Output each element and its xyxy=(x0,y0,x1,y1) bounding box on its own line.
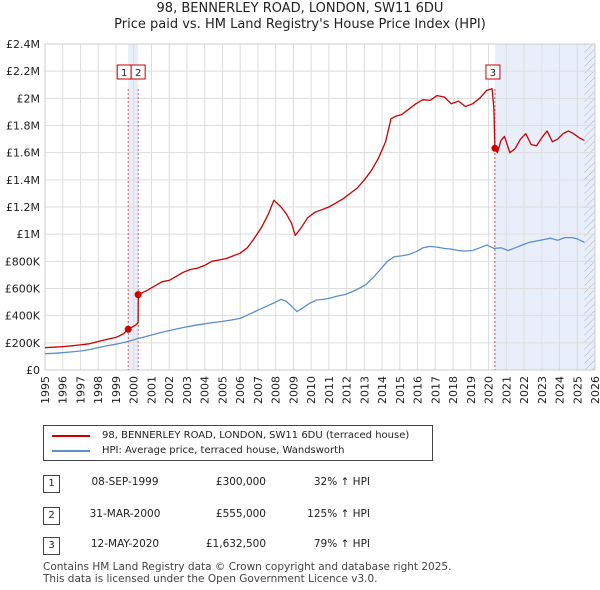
x-tick-label: 2025 xyxy=(571,376,584,404)
x-tick-label: 2000 xyxy=(128,376,141,404)
sale-marker-label: 1 xyxy=(121,68,127,79)
x-tick-label: 2017 xyxy=(429,376,442,404)
x-tick-label: 2007 xyxy=(252,376,265,404)
x-tick-label: 1999 xyxy=(110,376,123,404)
y-tick-label: £1.2M xyxy=(6,201,40,214)
hpi-line xyxy=(44,236,585,355)
transaction-date: 08-SEP-1999 xyxy=(91,476,159,488)
x-tick-label: 2004 xyxy=(199,376,212,404)
x-tick-label: 2005 xyxy=(216,376,229,404)
transaction-price: £1,632,500 xyxy=(205,538,266,550)
x-tick-label: 2006 xyxy=(234,376,247,404)
legend-swatch-property xyxy=(52,435,90,437)
legend-swatch-hpi xyxy=(52,450,90,452)
y-tick-label: £1.6M xyxy=(6,147,40,160)
sale-point xyxy=(134,291,142,299)
y-tick-label: £400K xyxy=(5,310,41,323)
x-tick-label: 2010 xyxy=(305,376,318,404)
x-tick-label: 2009 xyxy=(287,376,300,404)
sale-marker-box xyxy=(485,64,501,80)
transaction-number: 2 xyxy=(43,507,60,525)
y-tick-label: £600K xyxy=(5,283,41,296)
x-tick-label: 2014 xyxy=(376,376,389,404)
x-tick-label: 2016 xyxy=(412,376,425,404)
x-tick-label: 1997 xyxy=(74,376,87,404)
x-tick-label: 2020 xyxy=(483,376,496,404)
y-tick-label: £0 xyxy=(26,364,40,377)
x-tick-label: 2024 xyxy=(554,376,567,404)
transaction-hpi-change: 32% ↑ HPI xyxy=(313,476,370,488)
x-tick-label: 2021 xyxy=(500,376,513,404)
y-tick-label: £2.2M xyxy=(6,65,40,78)
transaction-date: 31-MAR-2000 xyxy=(89,508,161,520)
y-tick-label: £1.8M xyxy=(6,120,40,133)
chart-subtitle: Price paid vs. HM Land Registry's House … xyxy=(114,17,486,32)
sale-marker-label: 2 xyxy=(135,68,141,79)
x-tick-label: 1998 xyxy=(92,376,105,404)
transaction-number: 1 xyxy=(43,475,60,493)
x-tick-label: 2022 xyxy=(518,376,531,404)
transaction-number: 3 xyxy=(43,537,60,555)
chart-legend: 98, BENNERLEY ROAD, LONDON, SW11 6DU (te… xyxy=(43,425,433,461)
x-tick-label: 1996 xyxy=(57,376,70,404)
x-tick-label: 2015 xyxy=(394,376,407,404)
chart-title: 98, BENNERLEY ROAD, LONDON, SW11 6DU xyxy=(156,1,444,16)
x-tick-label: 2018 xyxy=(447,376,460,404)
x-tick-label: 1995 xyxy=(39,376,52,404)
x-tick-label: 2011 xyxy=(323,376,336,404)
transaction-row: 1 08-SEP-1999 £300,000 32% ↑ HPI xyxy=(0,473,600,495)
price-chart: £0 £200K £400K £600K £800K £1M £1.2M £1.4M £1.6M… xyxy=(5,38,600,404)
transaction-hpi-change: 79% ↑ HPI xyxy=(313,538,370,550)
x-tick-label: 2023 xyxy=(536,376,549,404)
x-tick-label: 2013 xyxy=(358,376,371,404)
sale-point xyxy=(124,325,132,333)
footer-copyright: Contains HM Land Registry data © Crown c… xyxy=(43,561,452,573)
transaction-price: £300,000 xyxy=(215,476,266,488)
sale-marker-label: 3 xyxy=(490,68,496,79)
transaction-row: 2 31-MAR-2000 £555,000 125% ↑ HPI xyxy=(0,505,600,527)
x-tick-label: 2003 xyxy=(181,376,194,404)
footer-licence: This data is licensed under the Open Gov… xyxy=(43,573,378,585)
x-tick-label: 2001 xyxy=(145,376,158,404)
x-tick-label: 2019 xyxy=(465,376,478,404)
sale-point xyxy=(491,144,499,152)
y-tick-label: £2M xyxy=(17,92,41,105)
legend-label-property: 98, BENNERLEY ROAD, LONDON, SW11 6DU (te… xyxy=(102,430,410,441)
y-tick-label: £1.4M xyxy=(6,174,40,187)
x-tick-label: 2012 xyxy=(341,376,354,404)
legend-label-hpi: HPI: Average price, terraced house, Wand… xyxy=(102,445,345,456)
y-tick-label: £200K xyxy=(5,337,41,350)
y-tick-label: £2.4M xyxy=(6,38,40,51)
x-tick-label: 2002 xyxy=(163,376,176,404)
sale-marker-box xyxy=(130,64,146,80)
transaction-price: £555,000 xyxy=(215,508,266,520)
x-tick-label: 2026 xyxy=(589,376,600,404)
plot-border xyxy=(44,43,596,371)
y-tick-label: £800K xyxy=(5,255,41,268)
transaction-row: 3 12-MAY-2020 £1,632,500 79% ↑ HPI xyxy=(0,535,600,557)
x-tick-label: 2008 xyxy=(270,376,283,404)
transaction-hpi-change: 125% ↑ HPI xyxy=(307,508,370,520)
y-tick-label: £1M xyxy=(17,228,41,241)
transaction-date: 12-MAY-2020 xyxy=(90,538,160,550)
